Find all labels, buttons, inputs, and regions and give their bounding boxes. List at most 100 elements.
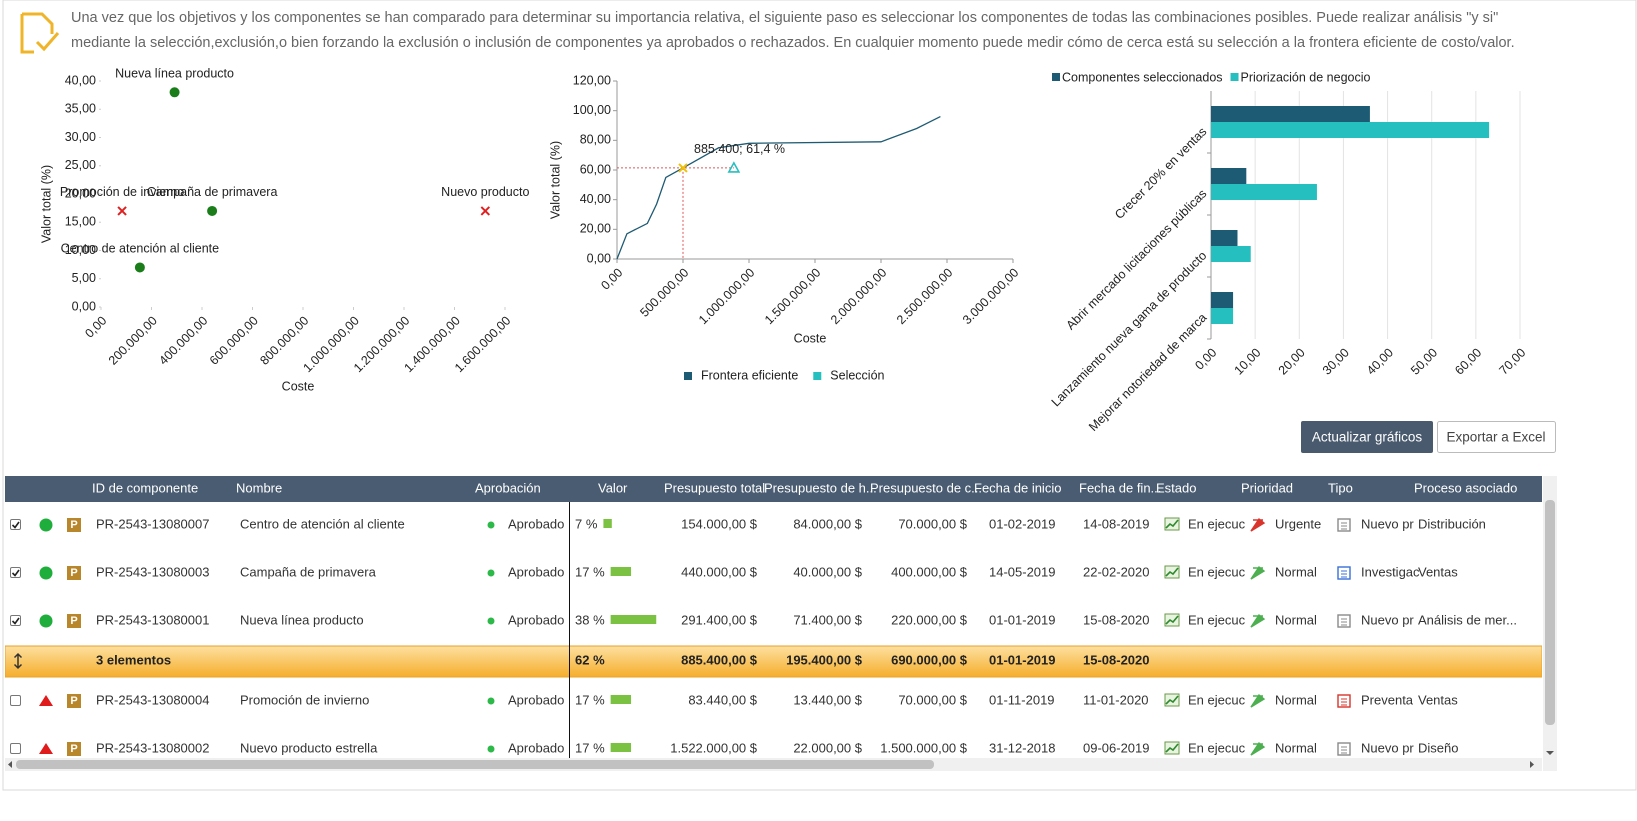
x-tick-label: 30,00 bbox=[1320, 346, 1352, 378]
x-tick-label: 50,00 bbox=[1408, 346, 1440, 378]
row-checkbox[interactable] bbox=[11, 696, 21, 706]
bar bbox=[1211, 184, 1317, 200]
estado-icon bbox=[1165, 566, 1179, 578]
column-header: ID de componente bbox=[92, 480, 198, 495]
budget-hours: 40.000,00 $ bbox=[793, 564, 862, 579]
component-name[interactable]: Promoción de invierno bbox=[240, 692, 369, 707]
value-bar bbox=[611, 695, 631, 704]
legend-swatch bbox=[813, 372, 821, 380]
process: Diseño bbox=[1418, 740, 1458, 755]
header-icon bbox=[22, 14, 58, 52]
approval: Aprobado bbox=[508, 692, 564, 707]
point-label: Nuevo producto bbox=[441, 185, 529, 199]
point bbox=[170, 87, 180, 97]
component-id[interactable]: PR-2543-13080003 bbox=[96, 564, 209, 579]
value-bar bbox=[611, 743, 631, 752]
header-text: mediante la selección,exclusión,o bien f… bbox=[71, 35, 1515, 51]
row-checkbox[interactable] bbox=[11, 520, 21, 530]
row-checkbox[interactable] bbox=[11, 568, 21, 578]
point bbox=[135, 262, 145, 272]
column-header: Fecha de inicio bbox=[974, 480, 1061, 495]
component-name[interactable]: Nueva línea producto bbox=[240, 612, 364, 627]
v-scrollbar[interactable] bbox=[1543, 476, 1557, 771]
budget-total: 440.000,00 $ bbox=[681, 564, 758, 579]
component-name[interactable]: Nuevo producto estrella bbox=[240, 740, 378, 755]
value-label: 38 % bbox=[575, 612, 605, 627]
y-tick-label: 35,00 bbox=[65, 102, 96, 116]
type-badge-label: P bbox=[70, 519, 77, 531]
summary-costs: 690.000,00 $ bbox=[891, 652, 968, 667]
column-header: Tipo bbox=[1328, 480, 1353, 495]
start-date: 01-11-2019 bbox=[989, 692, 1055, 707]
value-bar bbox=[611, 615, 657, 624]
row-checkbox[interactable] bbox=[11, 616, 21, 626]
y-tick-label: 25,00 bbox=[65, 158, 96, 172]
priority: Normal bbox=[1275, 564, 1317, 579]
budget-hours: 13.440,00 $ bbox=[793, 692, 862, 707]
estado-icon bbox=[1165, 742, 1179, 754]
type: Preventa bbox=[1361, 692, 1414, 707]
legend-swatch bbox=[1231, 73, 1239, 81]
bar bbox=[1211, 308, 1233, 324]
column-header: Estado bbox=[1156, 480, 1196, 495]
h-scrollbar[interactable] bbox=[5, 758, 1542, 771]
checkbox[interactable] bbox=[11, 744, 21, 754]
type: Nuevo pr bbox=[1361, 740, 1414, 755]
status: En ejecuc bbox=[1188, 740, 1246, 755]
end-date: 09-06-2019 bbox=[1083, 740, 1150, 755]
priority: Normal bbox=[1275, 612, 1317, 627]
component-name[interactable]: Centro de atención al cliente bbox=[240, 516, 405, 531]
summary-value: 62 % bbox=[575, 652, 605, 667]
x-tick-label: 20,00 bbox=[1276, 346, 1308, 378]
type-badge-label: P bbox=[70, 743, 77, 755]
budget-total: 1.522.000,00 $ bbox=[670, 740, 758, 755]
export-button[interactable]: Exportar a Excel bbox=[1438, 422, 1556, 453]
status-icon bbox=[40, 567, 53, 580]
checkbox[interactable] bbox=[11, 696, 21, 706]
budget-hours: 71.400,00 $ bbox=[793, 612, 862, 627]
x-tick-label: 0,00 bbox=[1192, 346, 1219, 373]
x-tick-label: 40,00 bbox=[1364, 346, 1396, 378]
button-label[interactable]: Exportar a Excel bbox=[1446, 430, 1545, 445]
bar bbox=[1211, 122, 1489, 138]
priority: Urgente bbox=[1275, 516, 1321, 531]
y-axis-title: Valor total (%) bbox=[548, 141, 562, 219]
summary-end: 15-08-2020 bbox=[1083, 652, 1150, 667]
legend-swatch bbox=[684, 372, 692, 380]
component-name[interactable]: Campaña de primavera bbox=[240, 564, 377, 579]
summary-start: 01-01-2019 bbox=[989, 652, 1056, 667]
component-id[interactable]: PR-2543-13080002 bbox=[96, 740, 209, 755]
component-id[interactable]: PR-2543-13080007 bbox=[96, 516, 209, 531]
y-tick-label: 40,00 bbox=[580, 192, 611, 206]
budget-total: 83.440,00 $ bbox=[688, 692, 757, 707]
legend-swatch bbox=[1052, 73, 1060, 81]
approval-dot bbox=[488, 570, 495, 577]
x-tick-label: 3.000.000,00 bbox=[960, 266, 1022, 328]
start-date: 01-01-2019 bbox=[989, 612, 1056, 627]
summary-total: 885.400,00 $ bbox=[681, 652, 758, 667]
y-tick-label: 15,00 bbox=[65, 215, 96, 229]
row-checkbox[interactable] bbox=[11, 744, 21, 754]
header-text: Una vez que los objetivos y los componen… bbox=[71, 10, 1498, 26]
table-bg bbox=[5, 502, 1542, 758]
value-label: 17 % bbox=[575, 740, 605, 755]
component-id[interactable]: PR-2543-13080004 bbox=[96, 692, 209, 707]
point-label: Centro de atención al cliente bbox=[61, 242, 219, 256]
component-id[interactable]: PR-2543-13080001 bbox=[96, 612, 209, 627]
column-header: Aprobación bbox=[475, 480, 541, 495]
update-button[interactable]: Actualizar gráficos bbox=[1301, 421, 1433, 453]
approval-dot bbox=[488, 522, 495, 529]
y-tick-label: Mejorar notoriedad de marca bbox=[1086, 311, 1209, 434]
point-label: Nueva línea producto bbox=[115, 67, 234, 81]
estado-icon bbox=[1165, 614, 1179, 626]
budget-costs: 1.500.000,00 $ bbox=[880, 740, 968, 755]
approval: Aprobado bbox=[508, 612, 564, 627]
column-header: Prioridad bbox=[1241, 480, 1293, 495]
status: En ejecuc bbox=[1188, 516, 1246, 531]
end-date: 15-08-2020 bbox=[1083, 612, 1150, 627]
x-tick-label: 1.000.000,00 bbox=[696, 266, 758, 328]
x-tick-label: 600.000,00 bbox=[207, 314, 261, 368]
x-tick-label: 60,00 bbox=[1452, 346, 1484, 378]
value-label: 17 % bbox=[575, 692, 605, 707]
button-label[interactable]: Actualizar gráficos bbox=[1312, 430, 1423, 445]
